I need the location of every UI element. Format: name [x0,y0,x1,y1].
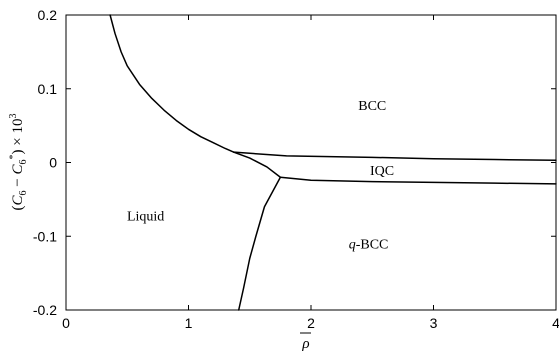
bcc-iqc-boundary-line [233,151,557,162]
y-axis-label: (C6 − C6*) × 103 [8,114,29,211]
region-label-iqc: IQC [370,164,394,179]
y-tick-label: 0.1 [38,81,58,97]
svg-text:ρ: ρ [301,336,309,352]
x-axis-label: ρ [300,332,311,352]
x-tick-label: 1 [185,315,193,331]
y-tick-label: -0.2 [33,302,57,318]
y-tick-label: -0.1 [33,228,57,244]
x-tick-label: 2 [307,315,315,331]
plot-area [109,14,557,311]
x-tick-label: 4 [552,315,559,331]
x-tick-label: 3 [430,315,438,331]
axis-ticks [65,14,557,311]
iqc-qbcc-boundary-line [279,176,557,185]
region-label-liquid: Liquid [127,210,164,225]
liquid-qbcc-boundary-line [237,176,282,311]
region-label-q-bcc: q-BCC [349,238,389,253]
liquid-iqc-boundary-line [233,151,282,178]
axes-frame [65,14,557,311]
region-label-bcc: BCC [358,99,386,114]
y-tick-label: 0 [49,155,57,171]
liquid-bcc-boundary-line [109,14,235,153]
x-tick-label: 0 [62,315,70,331]
axis-tick-labels: 0 1 2 3 4 0.2 0.1 0 -0.1 -0.2 [33,7,559,331]
y-tick-label: 0.2 [38,7,58,23]
region-labels: BCC IQC Liquid q-BCC [127,99,394,253]
